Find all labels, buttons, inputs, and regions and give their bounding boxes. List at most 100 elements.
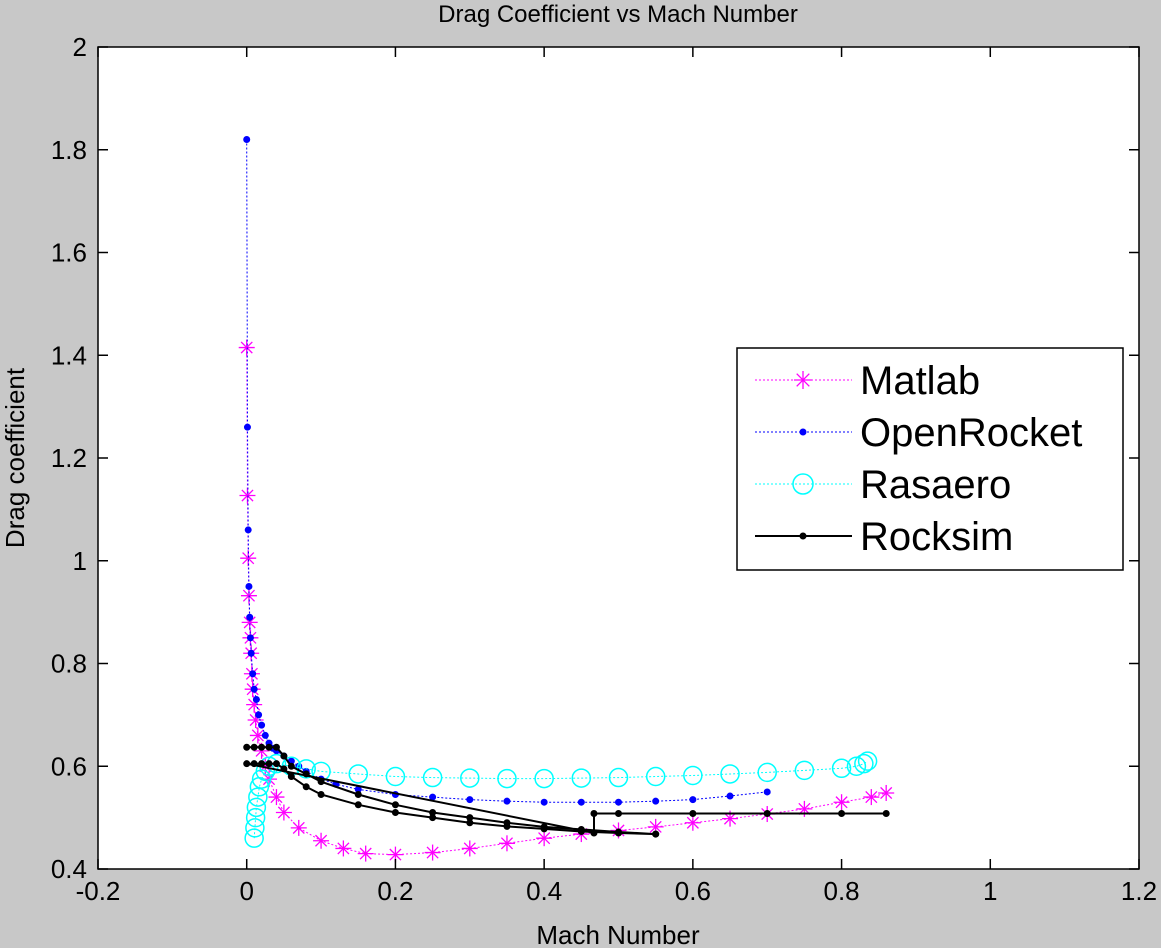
data-point xyxy=(577,827,585,835)
data-point xyxy=(245,582,253,590)
legend-item: Rasaero xyxy=(755,463,1011,507)
data-point xyxy=(290,819,307,836)
x-tick-label: 1.2 xyxy=(1121,876,1157,906)
y-tick-label: 1.6 xyxy=(51,238,87,268)
data-point xyxy=(245,818,265,838)
data-point xyxy=(244,828,264,848)
x-tick-label: 0.6 xyxy=(675,876,711,906)
data-point xyxy=(720,764,740,784)
data-point xyxy=(540,798,548,806)
data-point xyxy=(246,797,267,818)
data-point xyxy=(335,840,352,857)
x-tick-label: 0.2 xyxy=(377,876,413,906)
data-point xyxy=(838,810,846,818)
data-point xyxy=(882,810,890,818)
x-tick-label: 0.4 xyxy=(526,876,562,906)
data-point xyxy=(391,801,399,809)
series-rocksim xyxy=(243,743,890,838)
data-point xyxy=(846,756,867,776)
y-tick-label: 1 xyxy=(73,546,87,576)
data-point xyxy=(246,613,254,621)
y-tick-label: 2 xyxy=(73,32,87,62)
data-point xyxy=(354,801,362,809)
data-point xyxy=(863,789,880,806)
data-point xyxy=(540,825,548,833)
y-tick-label: 0.6 xyxy=(51,751,87,781)
data-point xyxy=(763,788,771,796)
data-point xyxy=(497,768,517,789)
data-point xyxy=(590,810,598,818)
data-point xyxy=(684,814,701,831)
y-axis-label: Drag coefficient xyxy=(0,367,30,548)
axes-layer: -0.2 0 0.2 0.4 0.6 0.8 1 1.2 0.4 0.6 0.8 1 1.2 1.4 1.6… xyxy=(51,32,1157,906)
data-point xyxy=(645,766,666,787)
data-point xyxy=(831,758,852,779)
data-point xyxy=(466,819,474,827)
data-point xyxy=(571,768,592,788)
data-point xyxy=(287,773,295,781)
data-point xyxy=(287,762,295,770)
data-point xyxy=(247,649,255,657)
data-point xyxy=(799,428,807,436)
data-point xyxy=(503,822,511,830)
data-point xyxy=(385,766,406,787)
data-point xyxy=(424,844,441,861)
legend-label: Rocksim xyxy=(860,515,1013,559)
data-point xyxy=(258,721,266,729)
data-point xyxy=(429,793,437,801)
data-point xyxy=(429,814,437,822)
data-point xyxy=(857,751,878,771)
data-point xyxy=(608,767,629,788)
data-point xyxy=(302,783,310,791)
x-tick-label: 0.8 xyxy=(823,876,859,906)
series-line xyxy=(246,347,887,856)
data-point xyxy=(246,634,254,642)
data-point xyxy=(460,768,480,788)
data-point xyxy=(391,808,399,816)
data-point xyxy=(239,487,256,504)
data-point xyxy=(689,810,697,818)
data-point xyxy=(268,789,285,806)
data-point xyxy=(255,761,276,782)
data-point xyxy=(252,695,260,703)
data-point xyxy=(265,760,273,768)
data-point xyxy=(275,804,292,821)
data-point xyxy=(794,760,815,781)
data-point xyxy=(258,743,266,751)
data-point xyxy=(792,473,814,495)
data-point xyxy=(317,778,325,786)
data-point xyxy=(245,807,266,828)
data-point xyxy=(243,135,251,143)
data-point xyxy=(258,760,266,768)
chart-title: Drag Coefficient vs Mach Number xyxy=(438,1,798,28)
data-point xyxy=(243,743,251,751)
data-point xyxy=(280,765,288,773)
data-point xyxy=(357,845,374,862)
legend-item: OpenRocket xyxy=(755,411,1082,455)
data-point xyxy=(878,784,895,801)
series-matlab xyxy=(238,339,895,863)
legend-label: OpenRocket xyxy=(860,411,1082,455)
data-point xyxy=(498,835,515,852)
data-point xyxy=(250,760,258,768)
data-point xyxy=(854,753,874,774)
legend: Matlab OpenRocket Rasaero Rocksim xyxy=(736,347,1124,571)
data-point xyxy=(615,829,622,837)
data-point xyxy=(265,743,273,751)
data-point xyxy=(272,760,280,768)
y-tick-label: 1.2 xyxy=(51,443,87,473)
legend-item: Matlab xyxy=(755,359,980,403)
data-point xyxy=(799,532,807,540)
data-point xyxy=(534,768,554,789)
data-point xyxy=(794,371,812,389)
data-point xyxy=(255,711,263,719)
y-tick-label: 0.8 xyxy=(51,649,87,679)
data-point xyxy=(313,832,330,849)
data-point xyxy=(757,762,777,783)
data-point xyxy=(615,798,622,806)
x-tick-label: 0 xyxy=(239,876,253,906)
data-point xyxy=(461,840,478,857)
data-point xyxy=(833,794,850,811)
series-rasaero xyxy=(244,751,878,848)
